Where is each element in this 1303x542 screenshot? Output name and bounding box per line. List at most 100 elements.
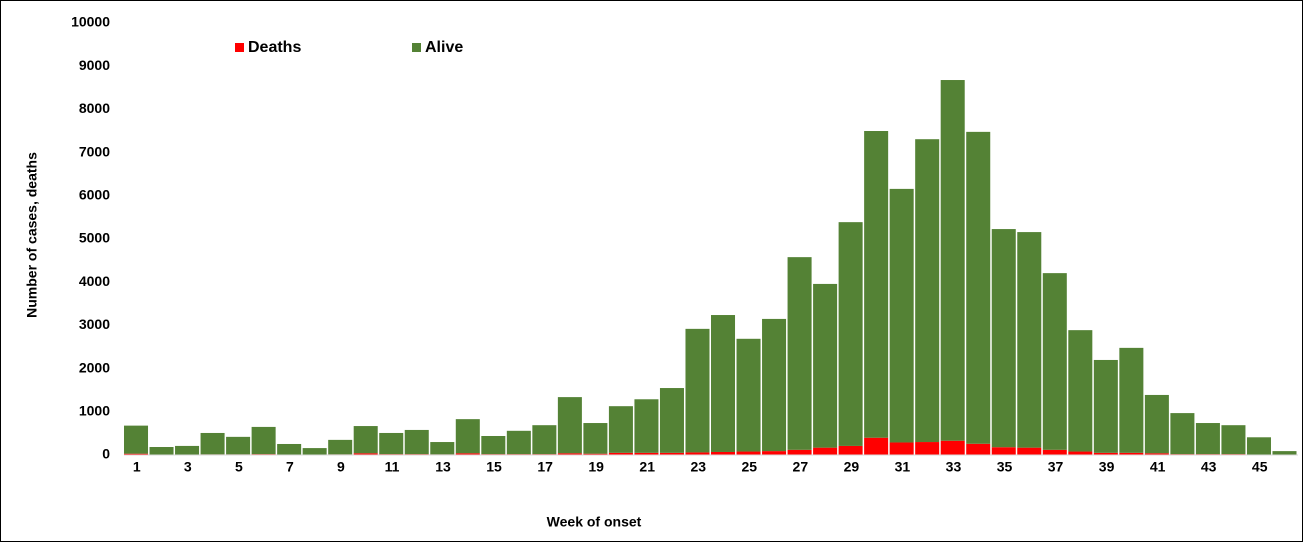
- bar-segment: [1221, 425, 1246, 455]
- bar-segment: [481, 435, 506, 455]
- bar-segment: [940, 440, 965, 455]
- bar-segment: [608, 406, 633, 453]
- bar-segment: [864, 131, 889, 438]
- bar-segment: [532, 425, 557, 455]
- bar-segment: [659, 452, 684, 455]
- x-tick-label: 43: [1201, 459, 1217, 475]
- x-tick-label: 29: [844, 459, 860, 475]
- bar-segment: [1144, 394, 1169, 454]
- bar-segment: [864, 437, 889, 455]
- bar-segment: [353, 426, 378, 454]
- x-tick-label: 33: [946, 459, 962, 475]
- legend-swatch: [235, 43, 244, 52]
- bar-segment: [200, 432, 225, 455]
- bar-segment: [787, 449, 812, 455]
- bar-segment: [787, 257, 812, 450]
- legend-label: Alive: [425, 39, 463, 56]
- bar-segment: [251, 426, 276, 455]
- bar-segment: [813, 447, 838, 455]
- bar-segment: [813, 283, 838, 448]
- bar-segment: [506, 430, 531, 455]
- bar-segment: [889, 188, 914, 443]
- bar-segment: [277, 443, 302, 455]
- bar-segment: [149, 447, 174, 455]
- x-tick-label: 41: [1150, 459, 1166, 475]
- bar-segment: [608, 452, 633, 455]
- x-tick-label: 19: [588, 459, 604, 475]
- bar-segment: [762, 451, 787, 455]
- y-tick-label: 0: [102, 446, 110, 462]
- bar-segment: [328, 439, 353, 455]
- y-tick-label: 6000: [79, 187, 110, 203]
- bar-segment: [685, 452, 710, 455]
- bar-segment: [1093, 359, 1118, 453]
- x-tick-label: 39: [1099, 459, 1115, 475]
- bar-segment: [915, 442, 940, 455]
- bar-segment: [583, 453, 608, 455]
- bar-segment: [226, 436, 251, 455]
- bar-segment: [1195, 423, 1220, 455]
- y-tick-label: 10000: [71, 14, 110, 30]
- x-tick-label: 13: [435, 459, 451, 475]
- bar-segment: [353, 453, 378, 455]
- bar-segment: [1042, 449, 1067, 455]
- x-tick-label: 23: [690, 459, 706, 475]
- y-tick-label: 1000: [79, 403, 110, 419]
- bar-segment: [711, 451, 736, 455]
- bar-segment: [838, 445, 863, 455]
- x-tick-label: 11: [385, 459, 400, 475]
- bar-segment: [124, 425, 149, 454]
- x-tick-label: 37: [1048, 459, 1064, 475]
- bar-segment: [379, 432, 404, 455]
- bar-segment: [736, 451, 761, 455]
- y-axis-title: Number of cases, deaths: [24, 152, 40, 318]
- y-tick-label: 2000: [79, 359, 110, 375]
- x-tick-label: 45: [1252, 459, 1268, 475]
- bar-segment: [889, 442, 914, 455]
- bar-segment: [685, 328, 710, 453]
- bar-segment: [634, 452, 659, 455]
- legend-label: Deaths: [248, 39, 301, 56]
- bar-segment: [557, 453, 582, 455]
- bar-segment: [430, 442, 455, 455]
- y-tick-label: 5000: [79, 230, 110, 246]
- bar-segment: [991, 447, 1016, 455]
- bar-segment: [1246, 437, 1271, 455]
- x-tick-label: 17: [537, 459, 553, 475]
- x-tick-label: 1: [133, 459, 141, 475]
- bar-segment: [1119, 452, 1144, 455]
- x-tick-label: 15: [486, 459, 502, 475]
- bar-segment: [1119, 347, 1144, 453]
- bar-segment: [1093, 452, 1118, 455]
- y-tick-label: 9000: [79, 57, 110, 73]
- bar-segment: [1068, 330, 1093, 452]
- y-tick-label: 7000: [79, 143, 110, 159]
- bar-segment: [940, 80, 965, 441]
- bar-segment: [736, 338, 761, 452]
- bar-segment: [1017, 447, 1042, 455]
- bar-segment: [659, 388, 684, 453]
- x-tick-label: 31: [895, 459, 911, 475]
- y-tick-label: 8000: [79, 100, 110, 116]
- legend-swatch: [412, 43, 421, 52]
- bar-segment: [1170, 413, 1195, 455]
- x-tick-label: 9: [337, 459, 345, 475]
- bar-segment: [1042, 273, 1067, 450]
- bar-segment: [838, 222, 863, 446]
- x-tick-label: 21: [639, 459, 655, 475]
- bar-segment: [991, 229, 1016, 448]
- x-tick-label: 25: [741, 459, 757, 475]
- x-tick-label: 3: [184, 459, 192, 475]
- bar-segment: [1144, 453, 1169, 455]
- y-tick-label: 3000: [79, 316, 110, 332]
- bar-segment: [455, 453, 480, 455]
- bar-segment: [124, 453, 149, 455]
- bar-segment: [455, 419, 480, 454]
- bar-segment: [966, 443, 991, 455]
- bar-segment: [1068, 451, 1093, 455]
- bar-segment: [711, 315, 736, 452]
- bar-segment: [915, 139, 940, 443]
- bar-segment: [1272, 451, 1297, 455]
- x-tick-label: 35: [997, 459, 1013, 475]
